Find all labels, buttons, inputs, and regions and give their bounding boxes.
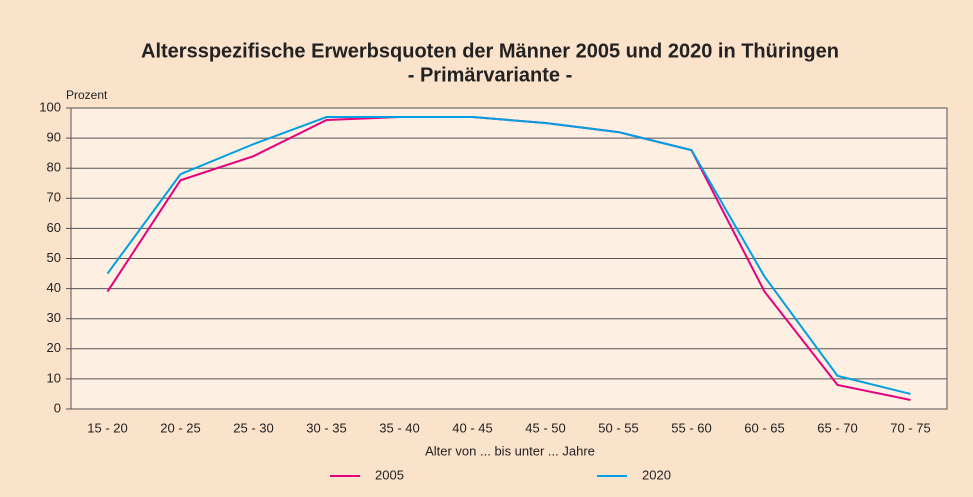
x-tick-label: 20 - 25 <box>160 420 200 435</box>
y-tick-label: 70 <box>47 190 61 205</box>
x-tick-label: 35 - 40 <box>379 420 419 435</box>
x-tick-label: 65 - 70 <box>817 420 857 435</box>
y-tick-label: 100 <box>39 99 61 114</box>
x-tick-label: 60 - 65 <box>744 420 784 435</box>
chart-subtitle: - Primärvariante - <box>408 64 573 86</box>
x-axis-label: Alter von ... bis unter ... Jahre <box>425 443 595 458</box>
x-tick-label: 40 - 45 <box>452 420 492 435</box>
x-tick-label: 50 - 55 <box>598 420 638 435</box>
x-tick-label: 25 - 30 <box>233 420 273 435</box>
x-tick-label: 30 - 35 <box>306 420 346 435</box>
y-tick-label: 0 <box>54 400 61 415</box>
line-series <box>106 116 911 395</box>
x-tick-label: 15 - 20 <box>87 420 127 435</box>
legend-label: 2005 <box>375 467 404 482</box>
x-tick-label: 45 - 50 <box>525 420 565 435</box>
y-tick-label: 50 <box>47 250 61 265</box>
y-tick-label: 90 <box>47 130 61 145</box>
y-tick-label: 30 <box>47 310 61 325</box>
chart-title: Altersspezifische Erwerbsquoten der Männ… <box>141 40 839 62</box>
y-tick-label: 20 <box>47 340 61 355</box>
x-tick-label: 55 - 60 <box>671 420 711 435</box>
y-tick-label: 10 <box>47 370 61 385</box>
y-tick-label: 60 <box>47 220 61 235</box>
y-axis-label: Prozent <box>66 88 108 102</box>
y-tick-label: 80 <box>47 160 61 175</box>
x-tick-label: 70 - 75 <box>890 420 930 435</box>
legend-label: 2020 <box>642 467 671 482</box>
y-tick-label: 40 <box>47 280 61 295</box>
